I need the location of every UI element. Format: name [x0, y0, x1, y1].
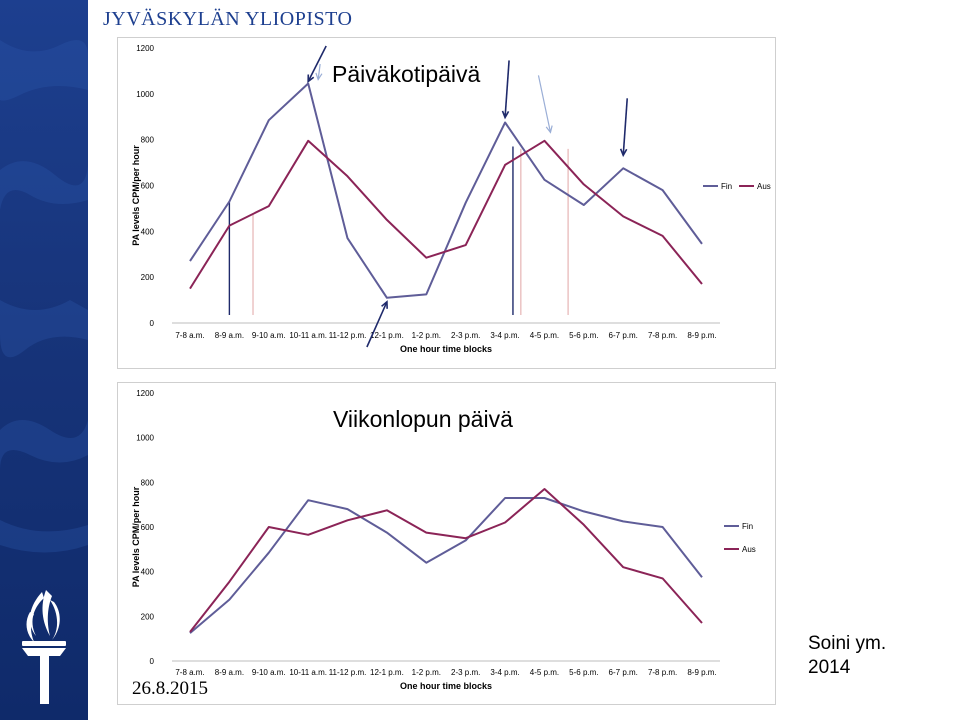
x-tick-label: 9-10 a.m.: [252, 331, 286, 340]
footer-date: 26.8.2015: [132, 678, 208, 699]
legend-label-aus: Aus: [757, 182, 771, 191]
x-axis-label: One hour time blocks: [400, 344, 492, 354]
x-axis-label: One hour time blocks: [400, 681, 492, 691]
x-tick-label: 8-9 a.m.: [215, 331, 244, 340]
annotation-arrow-line: [504, 60, 510, 118]
x-tick-label: 10-11 a.m.: [289, 668, 327, 677]
y-tick-label: 800: [141, 136, 155, 145]
y-tick-label: 400: [141, 227, 155, 236]
sidebar-texture: [0, 40, 88, 704]
y-tick-label: 1200: [136, 44, 154, 53]
legend-label-fin: Fin: [721, 182, 732, 191]
x-tick-label: 3-4 p.m.: [490, 668, 519, 677]
y-tick-label: 200: [141, 273, 155, 282]
y-tick-label: 1000: [136, 434, 154, 443]
x-tick-label: 11-12 p.m.: [329, 668, 367, 677]
x-tick-label: 8-9 p.m.: [687, 331, 716, 340]
annotation-arrow-head: [619, 148, 628, 158]
annotation-arrow-head: [381, 300, 388, 309]
x-tick-label: 10-11 a.m.: [289, 331, 327, 340]
annotation-arrow-line: [307, 45, 327, 82]
y-axis-label: PA levels CPM/per hour: [131, 145, 141, 246]
y-tick-label: 200: [141, 612, 155, 621]
x-tick-label: 12-1 p.m.: [370, 668, 404, 677]
legend-label-fin: Fin: [742, 522, 753, 531]
y-axis-label: PA levels CPM/per hour: [131, 486, 141, 587]
annotation-arrow-head: [501, 110, 510, 120]
y-tick-label: 0: [150, 657, 155, 666]
sidebar-band: [0, 0, 88, 720]
x-tick-label: 1-2 p.m.: [412, 331, 441, 340]
y-tick-label: 800: [141, 478, 155, 487]
annotation-arrow-line: [537, 75, 552, 133]
chart-panel-daycare: 0 200 400 600 800 1000 1200 PA levels CPM/per h…: [117, 37, 776, 369]
annotation-arrow-line: [366, 301, 388, 348]
x-tick-label: 8-9 p.m.: [687, 668, 716, 677]
header-title: JYVÄSKYLÄN YLIOPISTO: [103, 8, 353, 30]
citation: Soini ym. 2014: [808, 632, 886, 680]
chart-panel-weekend: 0 200 400 600 800 1000 1200 PA levels CPM/per h…: [117, 382, 776, 705]
x-tick-label: 7-8 p.m.: [648, 668, 677, 677]
x-tick-label: 7-8 p.m.: [648, 331, 677, 340]
series-line-fin: [189, 82, 703, 299]
x-tick-label: 7-8 a.m.: [175, 331, 204, 340]
x-tick-label: 11-12 p.m.: [329, 331, 367, 340]
x-tick-label: 9-10 a.m.: [252, 668, 286, 677]
x-tick-label: 5-6 p.m.: [569, 668, 598, 677]
annotation-arrow-head: [545, 125, 553, 134]
x-tick-label: 6-7 p.m.: [609, 668, 638, 677]
y-tick-label: 600: [141, 182, 155, 191]
annotation-arrow-line: [622, 98, 629, 156]
legend-label-aus: Aus: [742, 545, 756, 554]
y-tick-label: 600: [141, 523, 155, 532]
annotation-arrow-line: [317, 63, 321, 80]
series-line-aus: [189, 139, 703, 290]
x-tick-label: 6-7 p.m.: [609, 331, 638, 340]
university-torch-logo-icon: [22, 590, 66, 704]
y-tick-label: 400: [141, 568, 155, 577]
x-tick-label: 7-8 a.m.: [175, 668, 204, 677]
y-tick-label: 0: [150, 319, 155, 328]
y-tick-label: 1000: [136, 90, 154, 99]
x-tick-label: 2-3 p.m.: [451, 331, 480, 340]
citation-authors: Soini ym.: [808, 633, 887, 654]
chart-title-weekend: Viikonlopun päivä: [333, 406, 513, 432]
x-tick-label: 8-9 a.m.: [215, 668, 244, 677]
x-tick-label: 5-6 p.m.: [569, 331, 598, 340]
x-tick-label: 12-1 p.m.: [370, 331, 404, 340]
chart-title-daycare: Päiväkotipäivä: [332, 61, 481, 87]
annotation-arrow-head: [307, 74, 315, 84]
y-tick-label: 1200: [136, 389, 154, 398]
series-line-fin: [189, 497, 703, 634]
x-tick-label: 3-4 p.m.: [490, 331, 519, 340]
citation-year: 2014: [808, 657, 851, 678]
annotation-arrow-head: [315, 72, 323, 81]
series-line-aus: [189, 488, 703, 633]
chart-svg-daycare: 0 200 400 600 800 1000 1200 PA levels CPM/per h…: [131, 44, 771, 354]
x-tick-label: 2-3 p.m.: [451, 668, 480, 677]
x-tick-label: 1-2 p.m.: [412, 668, 441, 677]
x-tick-label: 4-5 p.m.: [530, 668, 559, 677]
x-tick-label: 4-5 p.m.: [530, 331, 559, 340]
chart-svg-weekend: 0 200 400 600 800 1000 1200 PA levels CPM/per h…: [131, 389, 756, 691]
